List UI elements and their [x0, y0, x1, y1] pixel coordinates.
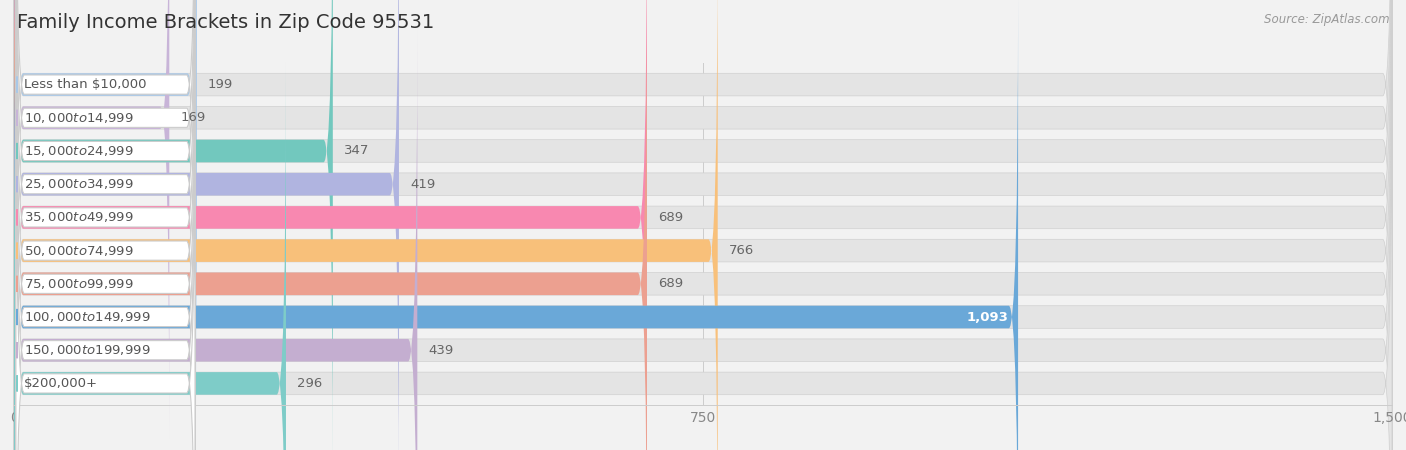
FancyBboxPatch shape	[14, 0, 1392, 450]
FancyBboxPatch shape	[14, 0, 333, 450]
FancyBboxPatch shape	[14, 0, 647, 450]
FancyBboxPatch shape	[14, 63, 1392, 450]
FancyBboxPatch shape	[15, 0, 195, 450]
FancyBboxPatch shape	[15, 0, 195, 450]
FancyBboxPatch shape	[15, 0, 195, 450]
FancyBboxPatch shape	[15, 94, 195, 450]
FancyBboxPatch shape	[14, 0, 1392, 450]
FancyBboxPatch shape	[14, 0, 717, 450]
Text: 439: 439	[429, 344, 454, 357]
Text: $200,000+: $200,000+	[24, 377, 97, 390]
Text: 419: 419	[411, 178, 436, 191]
Text: $150,000 to $199,999: $150,000 to $199,999	[24, 343, 150, 357]
FancyBboxPatch shape	[15, 0, 195, 450]
FancyBboxPatch shape	[14, 29, 1392, 450]
Text: $75,000 to $99,999: $75,000 to $99,999	[24, 277, 134, 291]
FancyBboxPatch shape	[15, 0, 195, 407]
Text: 347: 347	[344, 144, 370, 158]
FancyBboxPatch shape	[14, 0, 647, 450]
Text: $35,000 to $49,999: $35,000 to $49,999	[24, 211, 134, 225]
FancyBboxPatch shape	[15, 61, 195, 450]
Text: 169: 169	[180, 111, 205, 124]
FancyBboxPatch shape	[14, 0, 1392, 405]
Text: $50,000 to $74,999: $50,000 to $74,999	[24, 243, 134, 257]
Text: Source: ZipAtlas.com: Source: ZipAtlas.com	[1264, 14, 1389, 27]
FancyBboxPatch shape	[14, 63, 285, 450]
FancyBboxPatch shape	[15, 28, 195, 450]
FancyBboxPatch shape	[14, 0, 1392, 439]
FancyBboxPatch shape	[14, 0, 1392, 450]
Text: Family Income Brackets in Zip Code 95531: Family Income Brackets in Zip Code 95531	[17, 14, 434, 32]
FancyBboxPatch shape	[14, 0, 169, 439]
Text: $25,000 to $34,999: $25,000 to $34,999	[24, 177, 134, 191]
FancyBboxPatch shape	[14, 29, 418, 450]
FancyBboxPatch shape	[14, 0, 197, 405]
Text: 689: 689	[658, 277, 683, 290]
Text: $10,000 to $14,999: $10,000 to $14,999	[24, 111, 134, 125]
FancyBboxPatch shape	[14, 0, 399, 450]
Text: $100,000 to $149,999: $100,000 to $149,999	[24, 310, 150, 324]
FancyBboxPatch shape	[14, 0, 1392, 450]
Text: 766: 766	[728, 244, 754, 257]
FancyBboxPatch shape	[15, 0, 195, 374]
FancyBboxPatch shape	[15, 0, 195, 440]
Text: 296: 296	[297, 377, 322, 390]
FancyBboxPatch shape	[14, 0, 1018, 450]
FancyBboxPatch shape	[14, 0, 1392, 450]
Text: Less than $10,000: Less than $10,000	[24, 78, 146, 91]
Text: 199: 199	[208, 78, 233, 91]
Text: 689: 689	[658, 211, 683, 224]
FancyBboxPatch shape	[14, 0, 1392, 450]
Text: 1,093: 1,093	[967, 310, 1010, 324]
Text: $15,000 to $24,999: $15,000 to $24,999	[24, 144, 134, 158]
